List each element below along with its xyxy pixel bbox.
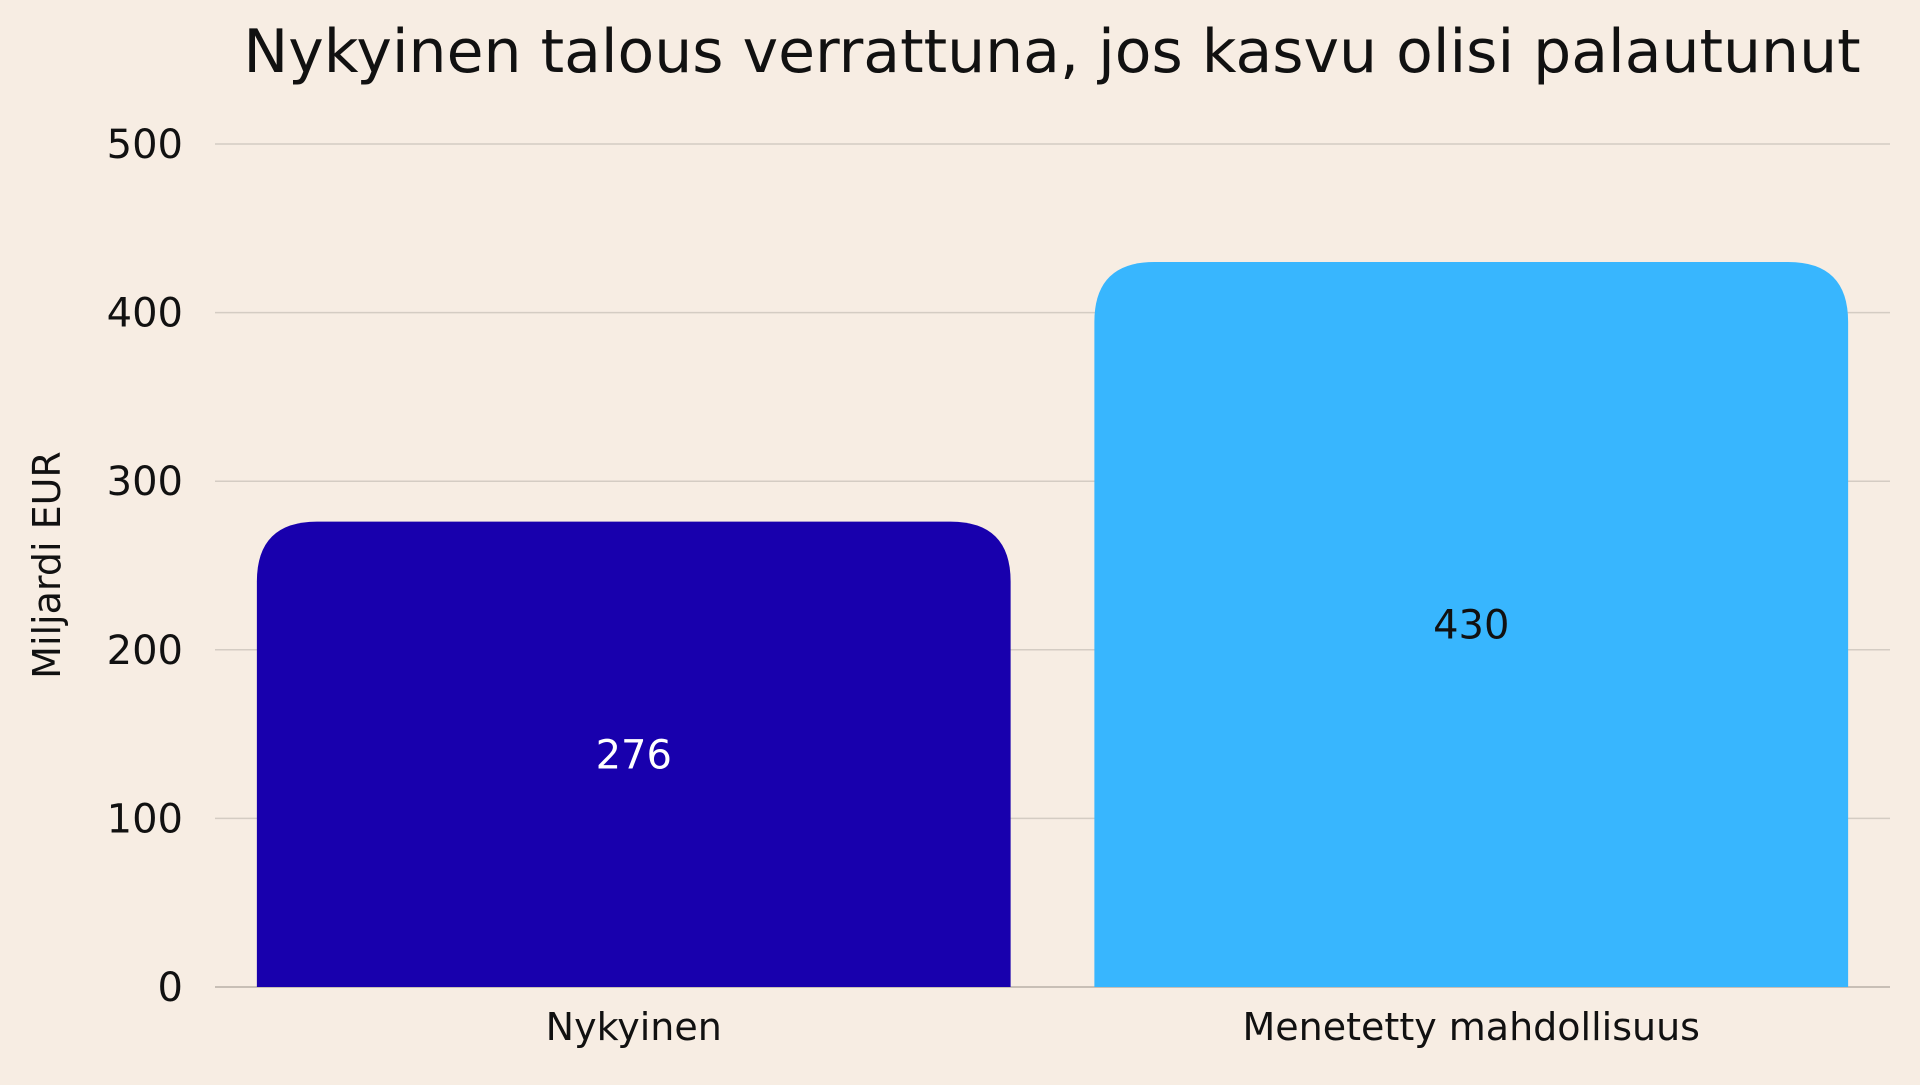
y-tick-label: 200 — [107, 628, 183, 674]
x-category-label: Nykyinen — [546, 1005, 722, 1049]
data-label-2: 430 — [1433, 603, 1509, 649]
data-labels: 276 430 — [596, 603, 1510, 779]
y-axis-label: Miljardi EUR — [25, 451, 69, 679]
x-category-label: Menetetty mahdollisuus — [1243, 1005, 1700, 1049]
bars — [256, 262, 1849, 987]
y-tick-label: 400 — [107, 291, 183, 337]
x-axis-categories: Nykyinen Menetetty mahdollisuus — [546, 1005, 1700, 1049]
chart-title: Nykyinen talous verrattuna, jos kasvu ol… — [243, 17, 1860, 87]
y-tick-label: 100 — [107, 796, 183, 842]
y-tick-label: 300 — [107, 459, 183, 505]
data-label-1: 276 — [596, 732, 672, 778]
y-tick-label: 500 — [107, 122, 183, 168]
y-axis-ticks: 0 100 200 300 400 500 — [107, 122, 183, 1011]
bar-1 — [256, 521, 1011, 987]
bar-2 — [1094, 262, 1849, 987]
y-tick-label: 0 — [158, 965, 183, 1011]
